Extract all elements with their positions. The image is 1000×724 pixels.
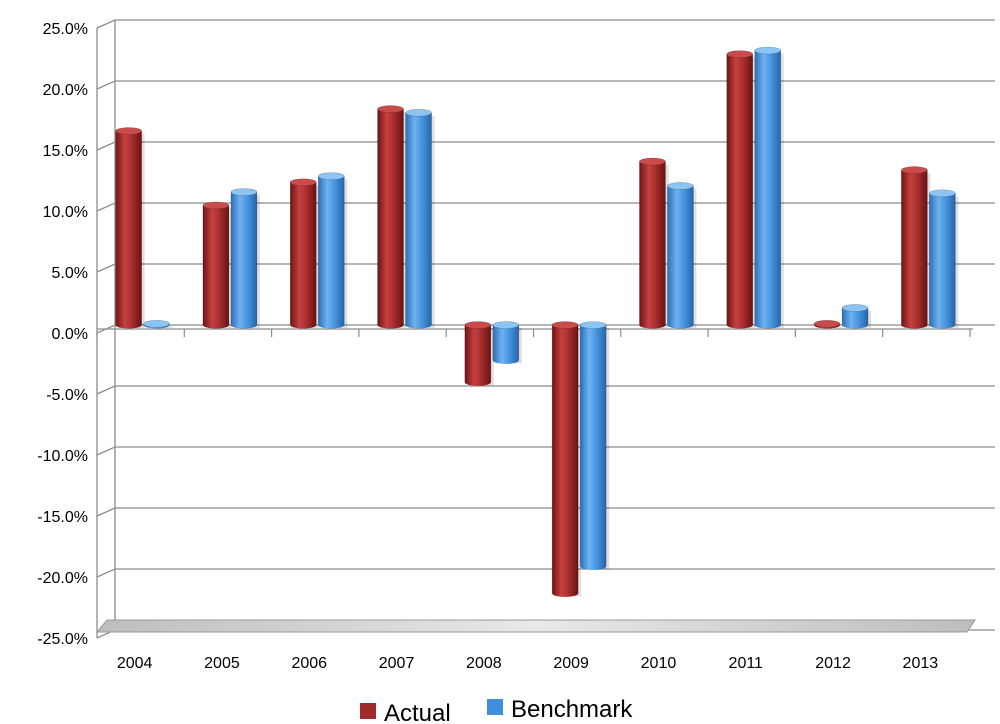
- legend-item-actual: Actual: [360, 700, 451, 724]
- bar-benchmark-2012: [841, 304, 872, 329]
- bar-actual-2007: [377, 105, 407, 329]
- legend-swatch: [487, 699, 503, 715]
- bar-actual-2010: [639, 157, 669, 329]
- x-tick-label: 2013: [903, 655, 939, 672]
- y-tick-label: 25.0%: [43, 21, 88, 38]
- bar-benchmark-2008: [492, 321, 522, 364]
- x-tick-label: 2012: [815, 655, 851, 672]
- x-tick-label: 2004: [117, 655, 153, 672]
- legend: Actual Benchmark: [360, 696, 633, 724]
- bar-actual-2005: [202, 201, 232, 329]
- bar-actual-2013: [901, 166, 931, 329]
- y-tick-label: -20.0%: [37, 570, 88, 587]
- x-tick-label: 2005: [204, 655, 240, 672]
- y-tick-label: 5.0%: [52, 265, 88, 282]
- x-tick-labels: 2004 2005 2006 2007 2008 2009 2010 2011 2012 2013: [117, 655, 938, 672]
- x-tick-label: 2008: [466, 655, 502, 672]
- y-tick-label: -25.0%: [37, 631, 88, 648]
- bar-benchmark-2004: [143, 319, 173, 329]
- x-tick-label: 2010: [641, 655, 677, 672]
- y-tick-labels: 25.0% 20.0% 15.0% 10.0% 5.0% 0.0% -5.0% -10.0% -…: [37, 21, 88, 648]
- bar-actual-2008: [464, 321, 494, 386]
- x-tick-label: 2009: [553, 655, 589, 672]
- bar-actual-2006: [289, 178, 320, 329]
- bar-benchmark-2005: [230, 188, 260, 329]
- y-tick-label: 0.0%: [52, 326, 88, 343]
- gridline: [96, 446, 995, 456]
- gridline: [96, 507, 995, 517]
- gridline: [96, 568, 995, 578]
- bar-actual-2011: [726, 50, 756, 329]
- bar-benchmark-2007: [405, 108, 435, 329]
- gridline: [96, 80, 995, 90]
- bars: [115, 46, 959, 597]
- y-tick-label: 20.0%: [43, 82, 88, 99]
- legend-item-benchmark: Benchmark: [487, 696, 633, 723]
- legend-swatch: [360, 703, 376, 719]
- bar-actual-2004: [115, 127, 145, 329]
- y-tick-label: -5.0%: [46, 387, 88, 404]
- legend-label: Actual: [384, 700, 451, 724]
- y-tick-label: -10.0%: [37, 448, 88, 465]
- y-tick-label: 15.0%: [43, 143, 88, 160]
- x-tick-label: 2006: [291, 655, 327, 672]
- axes: [95, 20, 976, 638]
- gridline: [96, 385, 995, 395]
- bar-benchmark-2013: [929, 189, 959, 329]
- x-tick-label: 2007: [379, 655, 415, 672]
- legend-label: Benchmark: [511, 696, 633, 723]
- y-tick-label: 10.0%: [43, 204, 88, 221]
- bar-benchmark-2006: [317, 172, 348, 329]
- bar-actual-2009: [551, 321, 582, 597]
- gridline: [96, 141, 995, 151]
- chart-floor: [95, 619, 976, 633]
- y-tick-label: -15.0%: [37, 509, 88, 526]
- bar-benchmark-2011: [754, 46, 784, 329]
- bar-benchmark-2009: [579, 321, 610, 571]
- x-tick-label: 2011: [729, 655, 764, 672]
- bar-actual-2012: [813, 319, 844, 329]
- bar-benchmark-2010: [667, 182, 697, 329]
- gridline: [96, 19, 995, 29]
